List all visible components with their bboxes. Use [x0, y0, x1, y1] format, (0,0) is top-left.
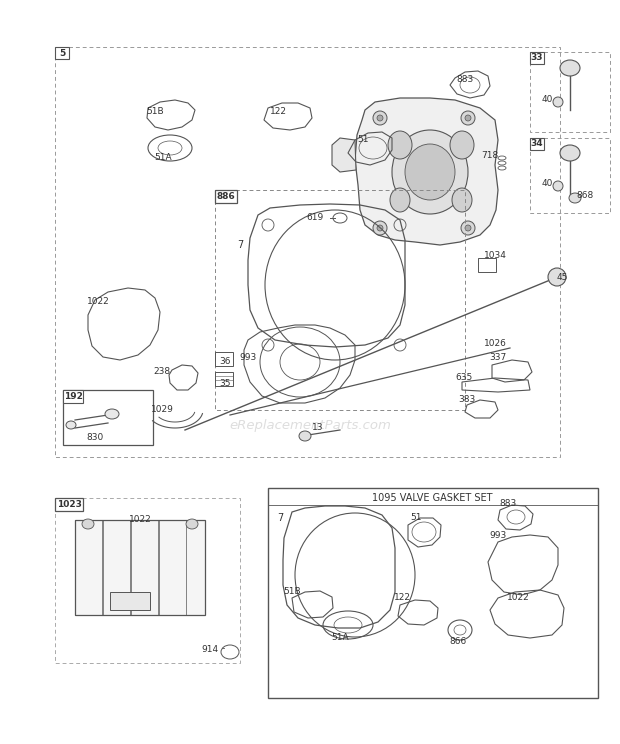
Ellipse shape — [452, 188, 472, 212]
Text: 51: 51 — [410, 513, 422, 522]
Ellipse shape — [465, 225, 471, 231]
Text: 830: 830 — [86, 432, 104, 441]
Bar — [530, 52, 544, 64]
Text: 238: 238 — [153, 368, 170, 376]
Text: 35: 35 — [219, 379, 231, 388]
Bar — [55, 47, 69, 59]
Bar — [63, 390, 153, 445]
Polygon shape — [332, 138, 356, 172]
Ellipse shape — [377, 115, 383, 121]
Ellipse shape — [553, 97, 563, 107]
Text: 1034: 1034 — [484, 251, 507, 260]
Bar — [530, 138, 610, 213]
Text: 40: 40 — [541, 95, 552, 104]
Ellipse shape — [373, 111, 387, 125]
Bar — [131, 520, 158, 615]
Ellipse shape — [560, 60, 580, 76]
Bar — [530, 52, 610, 132]
Text: 51B: 51B — [146, 107, 164, 117]
Bar — [215, 372, 233, 386]
Text: 718: 718 — [481, 150, 498, 159]
Bar — [55, 498, 83, 511]
Text: 868: 868 — [577, 191, 593, 200]
Ellipse shape — [82, 519, 94, 529]
Polygon shape — [355, 98, 498, 245]
Text: 33: 33 — [531, 54, 543, 62]
Ellipse shape — [392, 130, 468, 214]
Text: 619: 619 — [306, 214, 324, 222]
Ellipse shape — [465, 115, 471, 121]
Text: 51A: 51A — [331, 633, 349, 643]
Ellipse shape — [377, 225, 383, 231]
Text: 914: 914 — [202, 646, 219, 655]
Bar — [530, 138, 544, 150]
Ellipse shape — [560, 145, 580, 161]
Ellipse shape — [105, 409, 119, 419]
Text: 1022: 1022 — [128, 516, 151, 525]
Ellipse shape — [186, 519, 198, 529]
Bar — [215, 190, 465, 410]
Text: 7: 7 — [277, 513, 283, 523]
Text: 886: 886 — [216, 192, 236, 201]
Bar — [215, 352, 233, 366]
Text: 383: 383 — [458, 396, 476, 405]
Text: 1029: 1029 — [151, 405, 174, 414]
Text: eReplacementParts.com: eReplacementParts.com — [229, 418, 391, 432]
Text: 883: 883 — [456, 74, 474, 83]
Ellipse shape — [569, 193, 581, 203]
Text: 1095 VALVE GASKET SET: 1095 VALVE GASKET SET — [372, 493, 492, 503]
Text: 993: 993 — [239, 353, 257, 362]
Bar — [63, 390, 83, 403]
Text: 45: 45 — [556, 274, 568, 283]
Ellipse shape — [450, 131, 474, 159]
Bar — [268, 488, 598, 698]
Bar — [55, 47, 560, 457]
Text: 1022: 1022 — [507, 592, 529, 601]
Text: 337: 337 — [489, 353, 507, 362]
Text: 7: 7 — [237, 240, 243, 250]
Bar — [75, 520, 102, 615]
Text: 993: 993 — [489, 530, 507, 539]
Text: 122: 122 — [270, 107, 286, 117]
Ellipse shape — [553, 181, 563, 191]
Ellipse shape — [388, 131, 412, 159]
Bar — [159, 520, 186, 615]
Bar — [215, 190, 237, 203]
Bar — [75, 520, 205, 615]
Text: 51A: 51A — [154, 153, 172, 162]
Ellipse shape — [66, 421, 76, 429]
Bar — [478, 258, 496, 272]
Ellipse shape — [461, 111, 475, 125]
Text: 34: 34 — [531, 139, 543, 149]
Bar — [103, 520, 130, 615]
Text: 51: 51 — [357, 135, 369, 144]
Text: 866: 866 — [450, 637, 467, 646]
Text: 36: 36 — [219, 358, 231, 367]
Ellipse shape — [390, 188, 410, 212]
Text: 122: 122 — [394, 594, 410, 603]
Ellipse shape — [373, 221, 387, 235]
Text: 883: 883 — [499, 499, 516, 508]
Text: 40: 40 — [541, 179, 552, 188]
Text: 192: 192 — [64, 392, 82, 401]
Bar — [55, 498, 240, 663]
Text: 1022: 1022 — [87, 298, 109, 307]
Bar — [110, 592, 150, 610]
Text: 1026: 1026 — [484, 339, 507, 348]
Ellipse shape — [548, 268, 566, 286]
Text: 5: 5 — [59, 48, 65, 57]
Ellipse shape — [461, 221, 475, 235]
Text: 51B: 51B — [283, 586, 301, 595]
Ellipse shape — [299, 431, 311, 441]
Text: 635: 635 — [455, 373, 472, 382]
Text: 1023: 1023 — [56, 500, 81, 509]
Ellipse shape — [405, 144, 455, 200]
Text: 13: 13 — [312, 423, 324, 432]
